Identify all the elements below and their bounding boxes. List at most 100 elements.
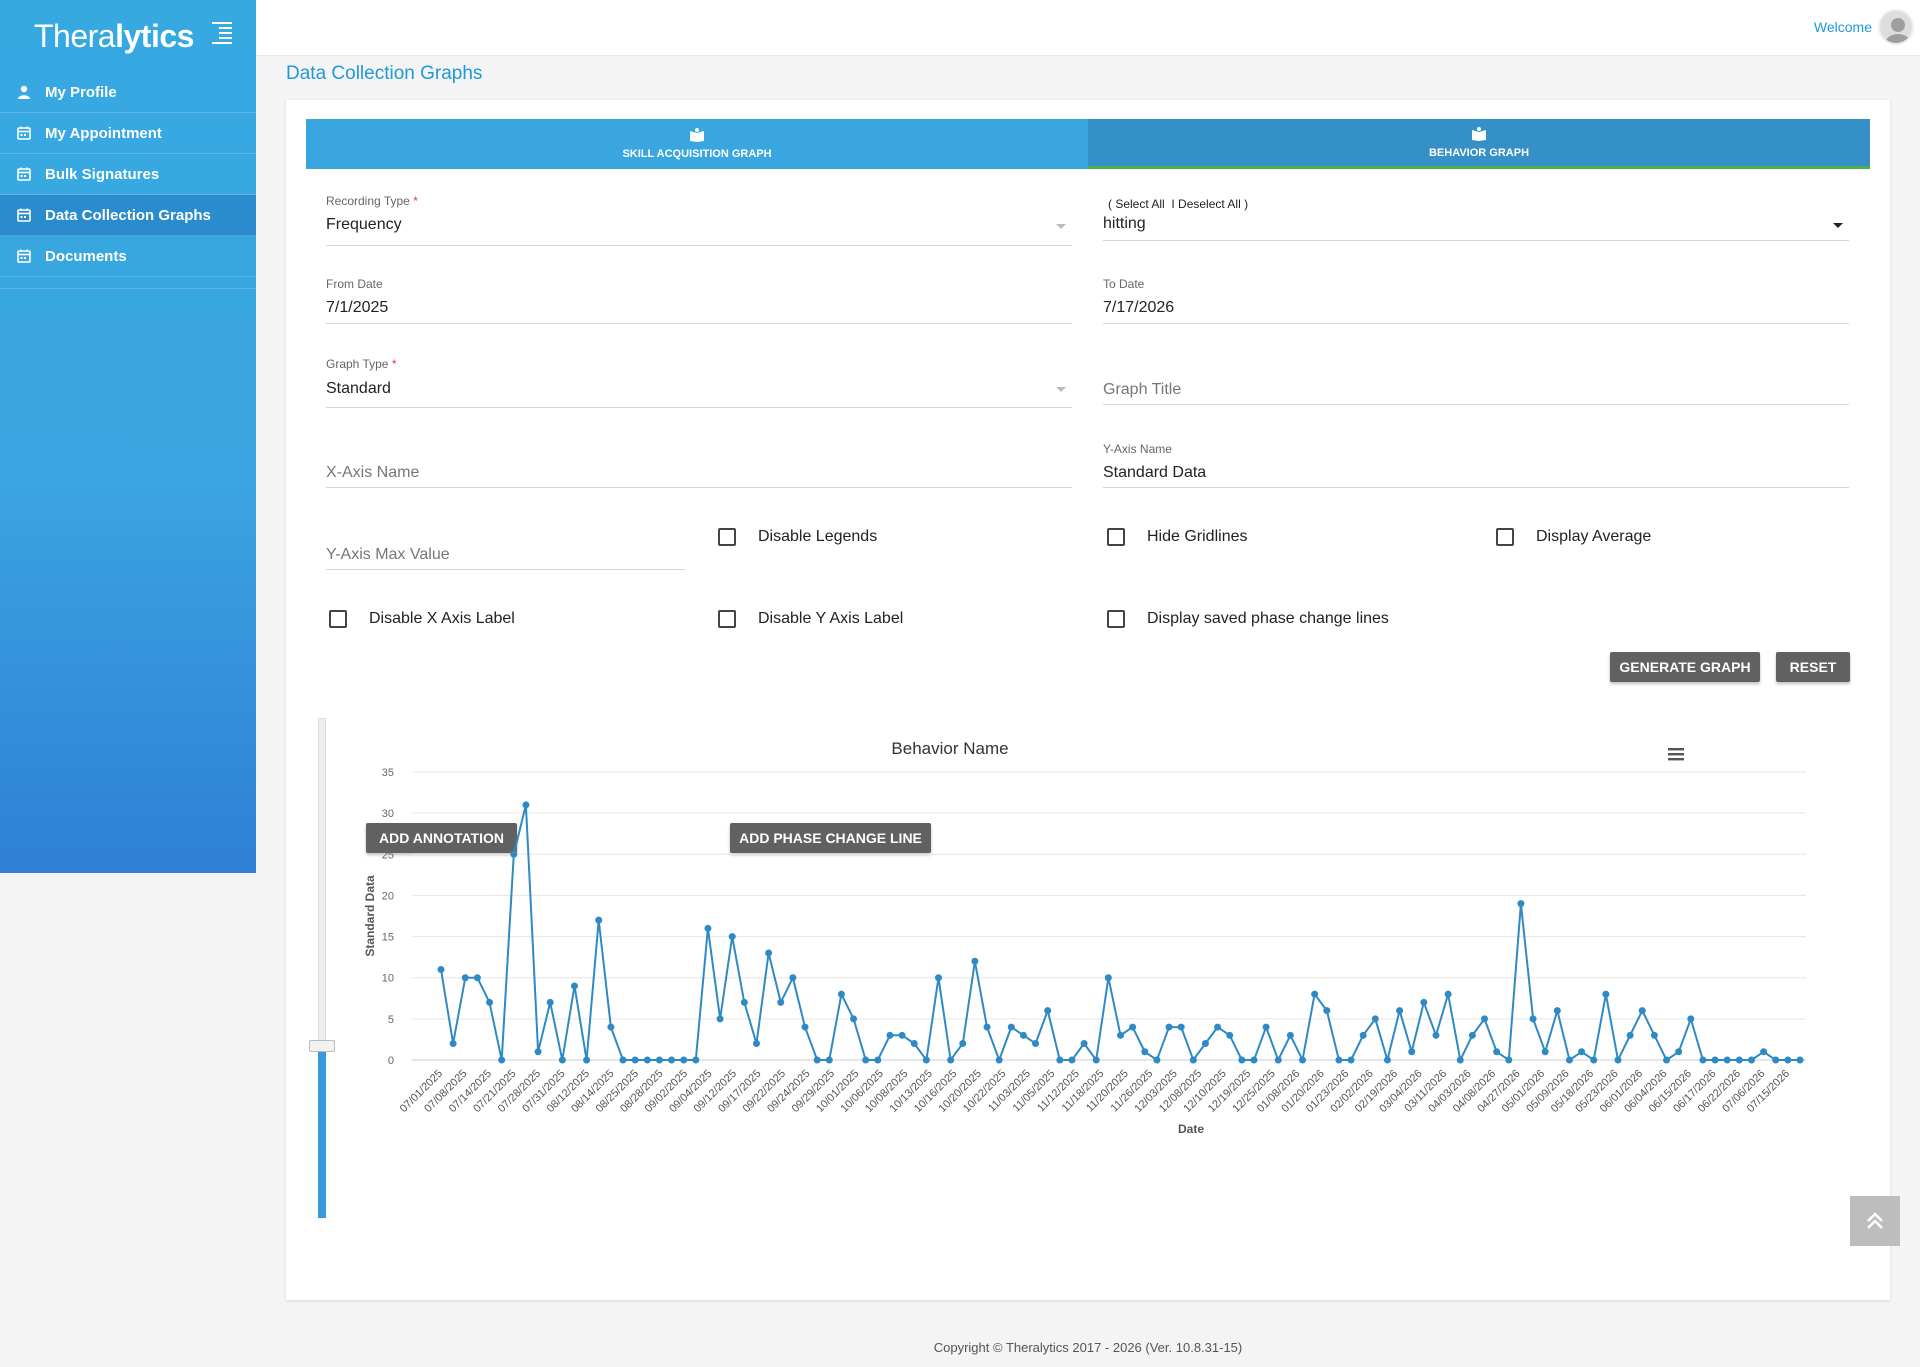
y-axis-name-input[interactable]: Y-Axis Name Standard Data [1103,442,1849,488]
zoom-slider-handle[interactable] [309,1040,335,1052]
sidebar-item-label: Data Collection Graphs [45,206,211,224]
data-point [546,998,554,1006]
data-point [947,1056,955,1064]
data-point [1541,1048,1549,1056]
checkbox-label: Hide Gridlines [1147,528,1248,545]
logo[interactable]: Theralytics [34,17,194,54]
select-all-link[interactable]: ( Select All [1108,197,1165,211]
x-axis-name-input[interactable]: X-Axis Name [326,455,1072,488]
data-point [1432,1031,1440,1039]
data-point [1311,990,1319,998]
data-point [668,1056,676,1064]
tab-behavior[interactable]: BEHAVIOR GRAPH [1088,119,1870,169]
calendar-icon [16,207,32,223]
data-point [765,949,773,957]
y-tick-label: 20 [382,890,394,902]
tab-label: SKILL ACQUISITION GRAPH [622,148,772,160]
graph-title-placeholder: Graph Title [1103,381,1182,398]
checkbox-label: Disable Legends [758,528,878,545]
data-point [1772,1056,1780,1064]
sidebar-item-my-appointment[interactable]: My Appointment [0,113,256,154]
deselect-all-link[interactable]: Deselect All ) [1178,197,1249,211]
generate-graph-button[interactable]: GENERATE GRAPH [1610,652,1760,682]
data-point [449,1040,457,1048]
y-axis-max-placeholder: Y-Axis Max Value [326,546,450,563]
display-average-checkbox[interactable]: Display Average [1496,528,1651,546]
book-icon [1472,126,1486,141]
tab-skill-acquisition[interactable]: SKILL ACQUISITION GRAPH [306,119,1088,169]
checkbox-label: Disable Y Axis Label [758,610,904,627]
chevron-down-icon [1833,223,1843,228]
data-point [1201,1040,1209,1048]
data-point [1092,1056,1100,1064]
data-point [983,1023,991,1031]
chart-menu-icon [1668,748,1684,751]
data-point [510,850,518,858]
reset-button[interactable]: RESET [1776,652,1850,682]
data-point [522,801,530,809]
add-annotation-button[interactable]: ADD ANNOTATION [366,823,517,853]
data-point [1529,1015,1537,1023]
y-tick-label: 0 [388,1055,394,1067]
scroll-to-top-button[interactable] [1850,1196,1900,1246]
data-point [1153,1056,1161,1064]
y-tick-label: 10 [382,973,394,985]
data-point [1335,1056,1343,1064]
data-point [1602,990,1610,998]
sidebar-item-bulk-signatures[interactable]: Bulk Signatures [0,154,256,195]
data-point [1032,1040,1040,1048]
data-point [959,1040,967,1048]
menu-toggle-icon[interactable] [212,22,232,44]
disable-x-axis-label-checkbox[interactable]: Disable X Axis Label [329,610,515,628]
data-point [1650,1031,1658,1039]
data-point [777,998,785,1006]
checkbox-label: Display saved phase change lines [1147,610,1389,627]
sidebar-item-data-collection-graphs[interactable]: Data Collection Graphs [0,195,256,236]
data-point [1735,1056,1743,1064]
data-point [1468,1031,1476,1039]
zoom-slider-fill [318,1050,326,1218]
chevron-down-icon [1056,387,1066,392]
data-point [1420,998,1428,1006]
data-point [1675,1048,1683,1056]
from-date-field[interactable]: From Date 7/1/2025 [326,277,1072,324]
data-point [1638,1007,1646,1015]
data-point [1663,1056,1671,1064]
disable-y-axis-label-checkbox[interactable]: Disable Y Axis Label [718,610,903,628]
display-phase-lines-checkbox[interactable]: Display saved phase change lines [1107,610,1389,628]
data-point [850,1015,858,1023]
graph-title-input[interactable]: Graph Title [1103,372,1849,405]
sidebar-item-label: Documents [45,247,127,265]
to-date-label: To Date [1103,277,1145,291]
behavior-select[interactable]: ( Select All I Deselect All ) hitting [1103,197,1849,241]
add-phase-change-line-button[interactable]: ADD PHASE CHANGE LINE [730,823,931,853]
data-point [583,1056,591,1064]
top-header: Welcome [256,0,1920,56]
to-date-field[interactable]: To Date 7/17/2026 [1103,277,1849,324]
book-icon [690,128,704,142]
data-point [1359,1031,1367,1039]
data-point [716,1015,724,1023]
chevron-down-icon [1056,224,1066,229]
y-axis-max-input[interactable]: Y-Axis Max Value [326,537,685,570]
sidebar-item-my-profile[interactable]: My Profile [0,72,256,113]
page-title: Data Collection Graphs [286,63,483,84]
data-point [898,1031,906,1039]
sidebar-item-documents[interactable]: Documents [0,236,256,277]
data-point [437,965,445,973]
sidebar-item-label: My Profile [45,83,117,101]
data-point [874,1056,882,1064]
graph-type-select[interactable]: Graph Type * Standard [326,357,1072,408]
series-line [440,804,1800,1064]
disable-legends-checkbox[interactable]: Disable Legends [718,528,877,546]
data-point [1371,1015,1379,1023]
avatar[interactable] [1878,9,1914,45]
recording-type-value: Frequency [326,216,402,233]
from-date-label: From Date [326,277,383,291]
data-point [922,1056,930,1064]
hide-gridlines-checkbox[interactable]: Hide Gridlines [1107,528,1247,546]
data-point [1444,990,1452,998]
recording-type-select[interactable]: Recording Type * Frequency [326,194,1072,246]
data-point [607,1023,615,1031]
data-point [473,974,481,982]
